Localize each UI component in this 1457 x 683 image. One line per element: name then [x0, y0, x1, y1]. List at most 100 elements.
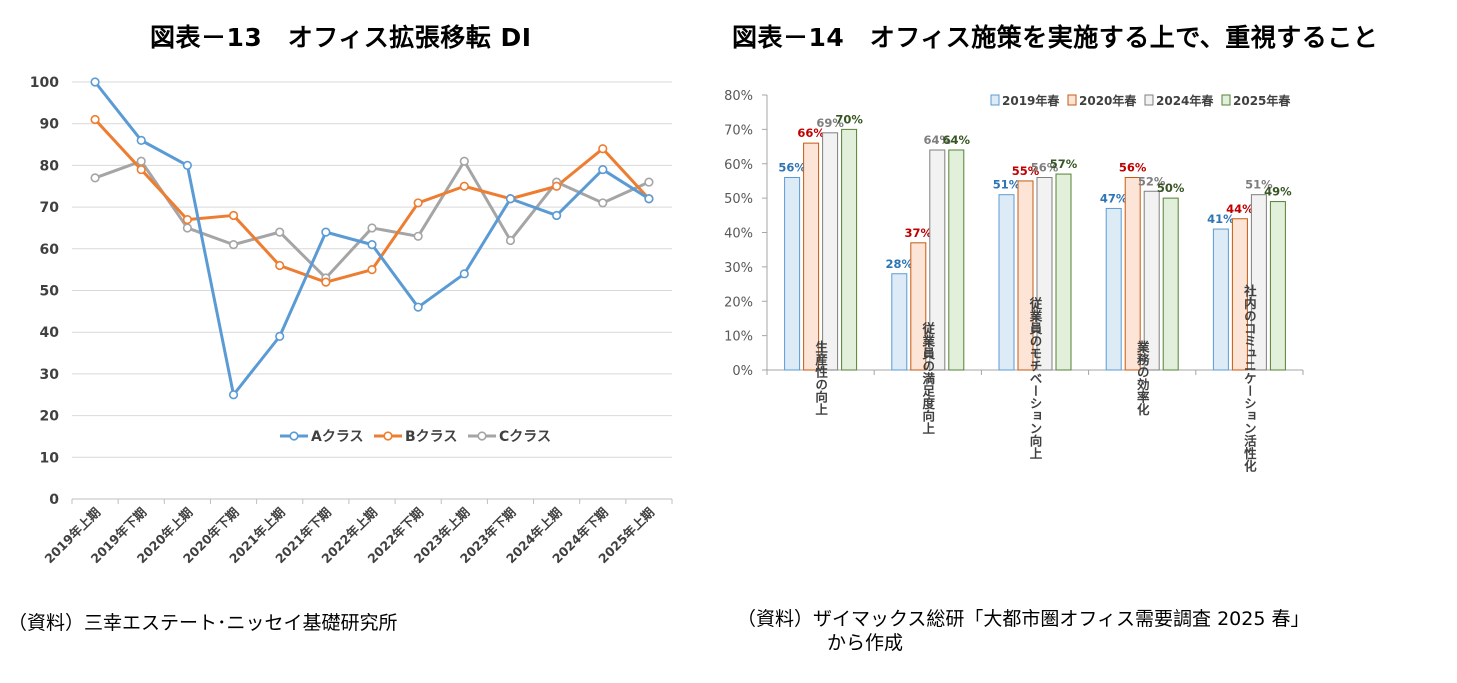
data-point: [228, 210, 239, 221]
data-label: 57%: [1050, 157, 1078, 171]
data-label: 50%: [1157, 181, 1185, 195]
category-label: 社内のコミュニケーション活性化: [1242, 283, 1257, 472]
data-label: 37%: [905, 226, 933, 240]
y-tick-label: 40: [40, 325, 60, 341]
source-note-left: （資料）三幸エステート･ニッセイ基礎研究所: [8, 612, 398, 634]
data-point: [505, 235, 516, 246]
data-point: [459, 269, 469, 279]
data-point: [136, 164, 146, 175]
y-tick-label: 70%: [724, 123, 753, 138]
bar: [1269, 201, 1286, 371]
category-label: 従業員の満足度向上: [920, 321, 935, 435]
source-note-right-line1: （資料）ザイマックス総研「大都市圏オフィス需要調査 2025 春」: [737, 608, 1310, 630]
y-tick-label: 10: [40, 450, 60, 466]
source-note-right-line2: から作成: [827, 632, 904, 654]
legend-swatch-marker: [477, 431, 487, 441]
bar: [803, 142, 820, 371]
data-label: 69%: [816, 116, 844, 130]
data-point: [413, 198, 423, 208]
y-tick-label: 50%: [724, 192, 753, 207]
data-point: [598, 164, 608, 175]
data-point: [275, 331, 285, 341]
bar: [784, 177, 801, 371]
legend-label: 2020年春: [1079, 93, 1137, 108]
y-tick-label: 60: [40, 242, 60, 258]
data-point: [321, 277, 331, 287]
legend-label: 2019年春: [1002, 93, 1060, 108]
y-tick-label: 10%: [724, 330, 753, 345]
data-label: 49%: [1264, 185, 1292, 199]
category-label: 生産性の向上: [813, 340, 828, 416]
y-tick-label: 0: [49, 492, 59, 508]
data-label: 70%: [835, 112, 863, 126]
y-tick-label: 50: [40, 284, 60, 300]
data-point: [552, 181, 562, 191]
data-point: [90, 114, 100, 125]
y-tick-label: 100: [30, 75, 59, 91]
y-tick-label: 90: [40, 117, 60, 133]
panel-office-priorities: 図表－14 オフィス施策を実施する上で、重視すること 0% 10% 20% 30% 40…: [715, 0, 1457, 683]
bar: [998, 194, 1015, 371]
bar: [841, 128, 858, 371]
y-tick-label: 20%: [724, 295, 753, 310]
data-label: 41%: [1207, 212, 1235, 226]
legend-swatch: [990, 94, 1000, 106]
data-point: [413, 302, 423, 312]
data-point: [367, 265, 377, 275]
data-point: [644, 194, 654, 204]
chart-title-right: 図表－14 オフィス施策を実施する上で、重視すること: [732, 23, 1379, 52]
data-label: 47%: [1100, 191, 1128, 205]
legend-swatch: [1221, 94, 1231, 106]
data-point: [228, 390, 239, 400]
bar: [1143, 190, 1160, 371]
data-label: 64%: [924, 133, 952, 147]
data-point: [367, 240, 377, 250]
legend-label: 2025年春: [1233, 93, 1291, 108]
bar: [910, 242, 927, 371]
data-point: [598, 144, 608, 154]
bar-chart-svg: 0%10%20%30%40%50%60%70%80%56%66%69%70%生産…: [724, 89, 1304, 472]
data-point: [644, 177, 654, 187]
y-tick-label: 70: [40, 200, 60, 216]
bar: [1124, 177, 1141, 371]
data-label: 56%: [1031, 161, 1059, 175]
legend-swatch: [1067, 94, 1077, 106]
data-label: 51%: [993, 178, 1021, 192]
data-point: [367, 223, 377, 233]
bar: [1162, 197, 1179, 371]
bar: [948, 149, 965, 371]
y-tick-label: 30%: [724, 261, 753, 276]
line-chart-svg: 01020304050607080901002019年上期2019年下期2020…: [30, 75, 673, 566]
data-label: 56%: [778, 161, 806, 175]
bar: [1017, 180, 1034, 371]
legend-label: 2024年春: [1156, 93, 1214, 108]
legend-swatch-marker: [289, 431, 299, 441]
data-point: [136, 135, 146, 145]
data-label: 52%: [1138, 174, 1166, 188]
bar: [1036, 177, 1053, 371]
data-point: [459, 181, 469, 191]
legend-label: Aクラス: [311, 429, 364, 445]
chart-title-left: 図表－13 オフィス拡張移転 DI: [150, 23, 532, 52]
data-point: [275, 260, 285, 271]
legend-swatch: [1144, 94, 1154, 106]
data-point: [275, 227, 285, 237]
data-label: 66%: [797, 126, 825, 140]
category-label: 業務の効率化: [1135, 340, 1150, 417]
data-point: [136, 156, 146, 166]
data-label: 51%: [1245, 178, 1273, 192]
data-point: [413, 231, 423, 241]
data-label: 56%: [1119, 161, 1147, 175]
data-label: 44%: [1226, 202, 1254, 216]
bar: [822, 132, 839, 371]
y-tick-label: 60%: [724, 158, 753, 173]
data-label: 64%: [943, 133, 971, 147]
bar: [929, 149, 946, 371]
data-point: [505, 194, 516, 204]
legend-label: Cクラス: [499, 429, 551, 445]
data-point: [90, 173, 100, 183]
series-line-2: [93, 118, 651, 284]
data-point: [90, 77, 100, 87]
bar: [1212, 228, 1229, 371]
data-point: [459, 156, 469, 166]
